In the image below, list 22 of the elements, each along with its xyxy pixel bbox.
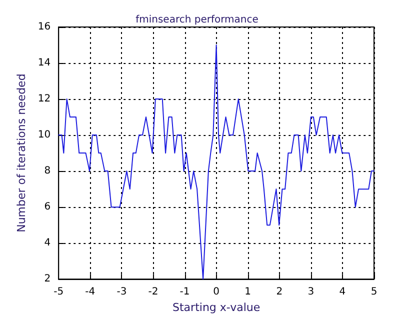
x-tick-label: -3 [116, 286, 127, 298]
y-tick-label: 14 [38, 58, 51, 69]
y-tick-label: 4 [44, 238, 51, 249]
x-tick-label: 5 [370, 286, 378, 298]
y-tick-label: 2 [44, 274, 51, 285]
x-tick-label: 3 [308, 286, 314, 298]
x-tick-label: 2 [276, 286, 283, 298]
y-tick-label: 6 [44, 202, 51, 213]
x-tick-label: -2 [148, 286, 158, 298]
x-tick-label: -1 [180, 286, 190, 298]
x-axis-title: Starting x-value [172, 301, 260, 314]
x-tick-label: -4 [85, 286, 96, 298]
x-tick-label: -5 [54, 286, 64, 298]
y-axis-title: Number of iterations needed [15, 74, 28, 232]
x-tick-label: 4 [339, 286, 346, 298]
x-tick-label: 1 [244, 286, 252, 298]
chart-title: fminsearch performance [136, 14, 258, 26]
y-tick-label: 10 [38, 130, 51, 141]
y-tick-label: 8 [44, 166, 51, 177]
x-tick-label: 0 [213, 286, 220, 298]
y-tick-label: 12 [38, 94, 51, 105]
y-tick-label: 16 [38, 22, 51, 32]
